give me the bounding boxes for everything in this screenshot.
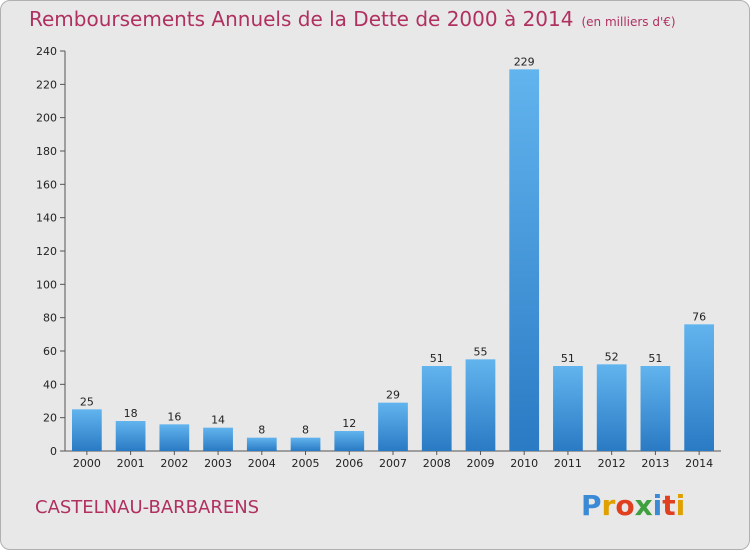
x-tick-label: 2007 xyxy=(379,457,407,470)
x-tick-label: 2006 xyxy=(335,457,363,470)
bar-2011 xyxy=(553,366,583,451)
data-label: 16 xyxy=(167,410,181,423)
data-label: 18 xyxy=(124,407,138,420)
x-tick-label: 2004 xyxy=(248,457,276,470)
data-label: 14 xyxy=(211,414,225,427)
y-tick-label: 140 xyxy=(36,212,57,225)
x-tick-label: 2001 xyxy=(117,457,145,470)
x-tick-label: 2013 xyxy=(641,457,669,470)
x-tick-label: 2009 xyxy=(466,457,494,470)
data-label: 52 xyxy=(605,350,619,363)
commune-name: CASTELNAU-BARBARENS xyxy=(35,497,260,518)
bar-2008 xyxy=(421,366,452,451)
data-label: 51 xyxy=(648,352,662,365)
y-tick-label: 60 xyxy=(43,345,57,358)
bar-2010 xyxy=(509,69,540,451)
x-tick-label: 2002 xyxy=(160,457,188,470)
bar-2009 xyxy=(465,359,496,451)
data-label: 229 xyxy=(514,55,535,68)
bar-2003 xyxy=(203,427,233,451)
y-tick-label: 220 xyxy=(36,78,57,91)
proxiti-logo: Proxiti xyxy=(581,489,685,522)
logo-letter: P xyxy=(581,489,602,522)
bar-2002 xyxy=(159,424,190,451)
data-label: 8 xyxy=(258,424,265,437)
x-tick-label: 2005 xyxy=(292,457,320,470)
y-tick-label: 80 xyxy=(43,312,57,325)
data-label: 12 xyxy=(342,417,356,430)
x-tick-label: 2014 xyxy=(685,457,713,470)
data-label: 29 xyxy=(386,389,400,402)
y-tick-label: 240 xyxy=(36,45,57,58)
logo-letter: i xyxy=(652,489,663,522)
x-tick-label: 2008 xyxy=(423,457,451,470)
bar-2005 xyxy=(290,437,321,451)
bar-2014 xyxy=(684,324,715,451)
chart-title-text: Remboursements Annuels de la Dette de 20… xyxy=(29,7,574,31)
y-tick-label: 120 xyxy=(36,245,57,258)
bar-2004 xyxy=(246,437,277,451)
bar-2000 xyxy=(71,409,102,451)
data-label: 8 xyxy=(302,424,309,437)
logo-letter: t xyxy=(662,489,676,522)
y-tick-label: 20 xyxy=(43,412,57,425)
logo-letter: i xyxy=(675,489,686,522)
y-tick-label: 40 xyxy=(43,378,57,391)
x-tick-label: 2000 xyxy=(73,457,101,470)
y-tick-label: 100 xyxy=(36,278,57,291)
data-label: 55 xyxy=(473,345,487,358)
bar-2001 xyxy=(115,421,146,451)
y-tick-label: 0 xyxy=(50,445,57,458)
x-tick-label: 2003 xyxy=(204,457,232,470)
logo-letter: x xyxy=(634,489,653,522)
data-label: 51 xyxy=(430,352,444,365)
data-label: 51 xyxy=(561,352,575,365)
bar-2007 xyxy=(378,402,408,451)
bar-2012 xyxy=(596,364,627,451)
x-tick-label: 2011 xyxy=(554,457,582,470)
logo-letter: o xyxy=(615,489,635,522)
chart-title: Remboursements Annuels de la Dette de 20… xyxy=(29,7,676,31)
data-label: 25 xyxy=(80,395,94,408)
x-tick-label: 2012 xyxy=(598,457,626,470)
y-tick-label: 160 xyxy=(36,178,57,191)
data-label: 76 xyxy=(692,310,706,323)
bar-2006 xyxy=(334,431,365,451)
bar-2013 xyxy=(640,366,671,451)
x-tick-label: 2010 xyxy=(510,457,538,470)
chart-unit: (en milliers d'€) xyxy=(581,15,676,29)
y-tick-label: 180 xyxy=(36,145,57,158)
y-tick-label: 200 xyxy=(36,112,57,125)
logo-letter: r xyxy=(601,489,616,522)
